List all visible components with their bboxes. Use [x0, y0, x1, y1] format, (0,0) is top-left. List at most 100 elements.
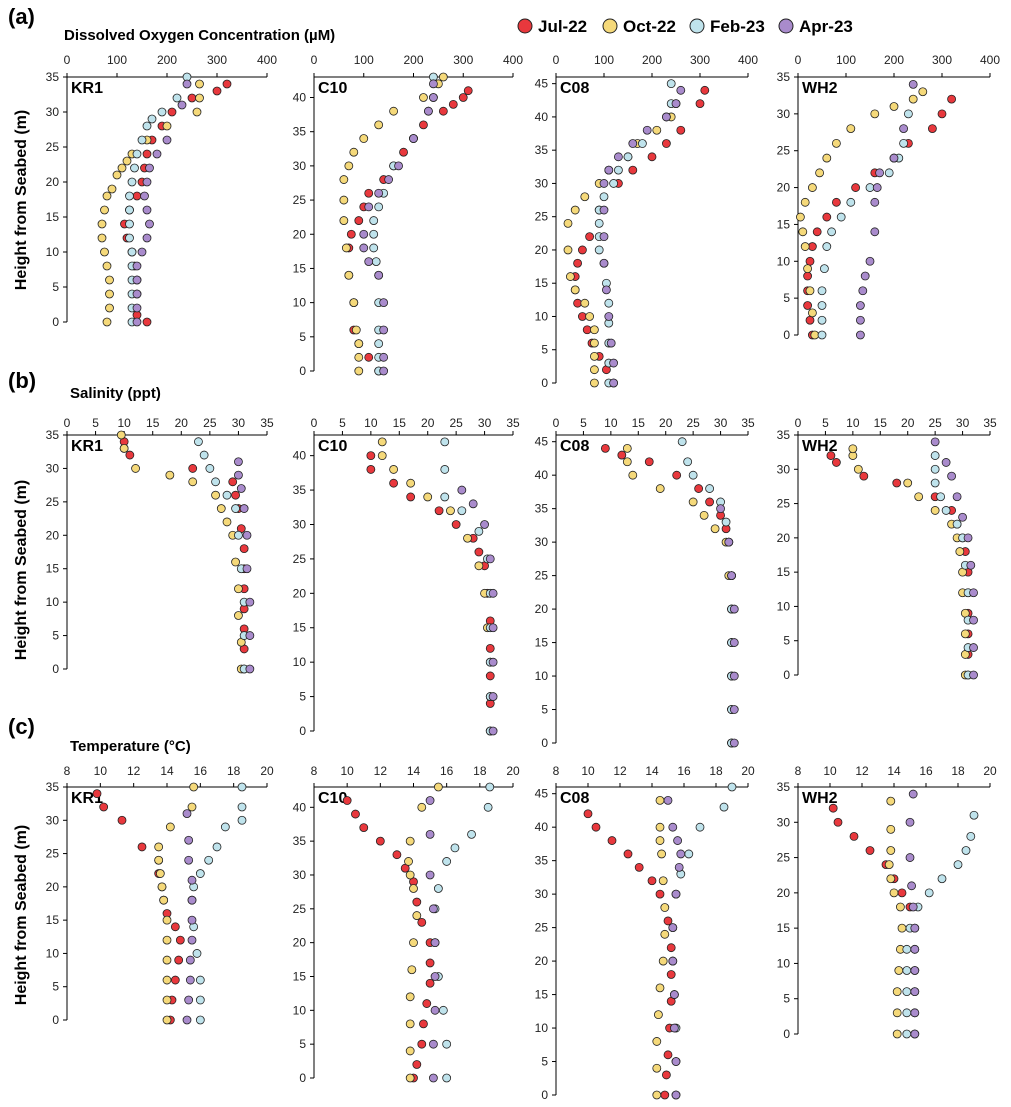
data-point [194, 437, 203, 447]
data-point [662, 1070, 671, 1080]
data-point [941, 458, 951, 467]
station-label: C10 [318, 790, 347, 807]
data-point [351, 325, 361, 335]
data-point [485, 671, 495, 681]
data-point [573, 258, 582, 268]
data-point [434, 506, 444, 516]
data-point [417, 917, 427, 927]
data-point [652, 1090, 662, 1100]
data-point [853, 464, 863, 474]
data-point [428, 93, 438, 102]
data-point [342, 796, 352, 805]
data-point [364, 257, 374, 267]
data-point [174, 955, 184, 965]
panel-rows: (a) Dissolved Oxygen Concentration (µM) He… [8, 4, 1000, 1102]
y-tick-label: 25 [777, 497, 791, 511]
data-point [170, 975, 180, 985]
series-apr-23 [599, 85, 686, 388]
data-point [591, 822, 601, 832]
data-point [655, 795, 665, 805]
data-point [220, 822, 230, 832]
x-tick-label: 16 [194, 764, 208, 778]
legend-marker-feb-23 [689, 18, 705, 34]
data-point [930, 506, 940, 515]
series-oct-22 [154, 782, 199, 1025]
panel-letter: (c) [8, 714, 35, 739]
data-point [817, 286, 827, 296]
legend: Jul-22 Oct-22 Feb-23 Apr-23 [517, 17, 853, 36]
data-point [899, 124, 908, 134]
data-point [185, 975, 195, 985]
data-point [941, 506, 951, 515]
data-point [451, 520, 461, 529]
data-point [810, 330, 820, 340]
data-point [566, 272, 575, 281]
data-point [428, 1073, 438, 1083]
data-point [162, 975, 172, 985]
y-tick-label: 20 [535, 243, 549, 257]
data-point [644, 457, 654, 467]
x-tick-label: 0 [311, 53, 318, 67]
data-point [212, 86, 222, 96]
x-tick-label: 20 [901, 416, 915, 430]
data-point [886, 874, 896, 884]
data-point [162, 121, 172, 131]
station-label: C10 [318, 438, 347, 455]
data-point [346, 229, 356, 239]
data-point [379, 298, 389, 308]
data-point [969, 670, 978, 680]
data-point [884, 168, 894, 178]
y-tick-label: 45 [535, 435, 549, 449]
y-axis-label: Height from Seabed (m) [13, 110, 30, 290]
x-tick-label: 0 [64, 416, 71, 430]
data-point [960, 629, 970, 639]
data-point [234, 457, 243, 467]
data-point [897, 888, 907, 898]
data-point [199, 450, 209, 460]
data-point [628, 139, 638, 148]
x-tick-label: 16 [919, 764, 933, 778]
data-point [204, 855, 214, 865]
data-point [628, 165, 638, 175]
y-tick-label: 10 [535, 309, 549, 323]
y-tick-label: 20 [46, 175, 60, 189]
panel-row-0: (a) Dissolved Oxygen Concentration (µM) He… [8, 4, 1000, 390]
data-point [899, 138, 908, 148]
x-tick-label: 12 [613, 764, 627, 778]
data-point [663, 1050, 673, 1060]
data-point [889, 153, 899, 163]
y-tick-label: 15 [777, 565, 791, 579]
data-point [817, 315, 827, 325]
legend-marker-apr-23 [778, 18, 794, 34]
data-point [117, 163, 127, 173]
data-point [729, 671, 739, 681]
data-point [125, 233, 134, 243]
data-point [105, 275, 114, 285]
x-tick-label: 0 [311, 416, 318, 430]
data-point [969, 643, 978, 652]
data-point [889, 102, 899, 111]
station-plot-wh2: 0 5 10 15 20 25 30 35 0 5 10 15 20 25 30 35 WH2 [777, 416, 997, 682]
data-point [344, 161, 354, 171]
data-point [428, 904, 438, 914]
x-tick-label: 10 [581, 764, 595, 778]
data-point [425, 978, 435, 988]
y-tick-label: 10 [777, 599, 791, 613]
data-point [827, 227, 836, 237]
y-tick-label: 30 [535, 887, 549, 901]
data-point [364, 202, 374, 212]
y-tick-label: 25 [535, 210, 549, 224]
y-tick-label: 40 [535, 110, 549, 124]
data-point [663, 916, 673, 926]
data-point [187, 875, 197, 885]
station-plot-c08: 0 100 200 300 400 0 5 10 15 20 25 30 35 40 45 C08 [535, 53, 759, 390]
y-tick-label: 30 [46, 461, 60, 475]
data-point [351, 809, 360, 819]
data-point [671, 1057, 681, 1066]
data-point [936, 492, 946, 502]
data-point [152, 149, 162, 159]
y-tick-label: 5 [299, 1037, 306, 1051]
y-tick-label: 0 [541, 736, 548, 750]
data-point [407, 965, 417, 975]
